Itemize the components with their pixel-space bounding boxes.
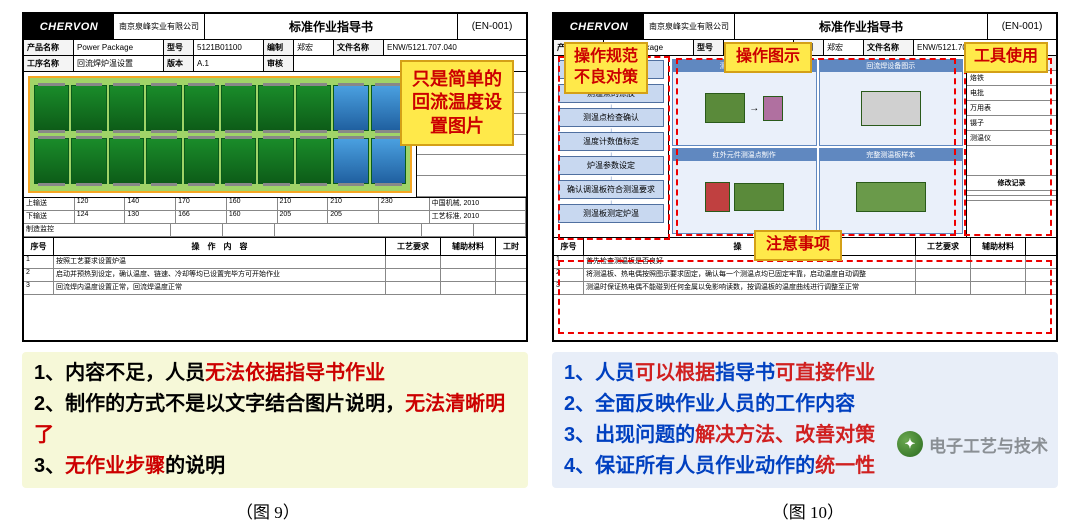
caption-line: 2、制作的方式不是以文字结合图片说明，无法清晰明了 [34,389,516,451]
lbl-model: 型号 [164,40,194,55]
lbl-author: 编制 [264,40,294,55]
company-name: 南京泉峰实业有限公司 [644,14,734,39]
steps-table: 序号 操 作 内 容 工艺要求 辅助材料 工时 1按照工艺要求设置炉温 2启动并… [24,238,526,295]
table-row: 2启动并预热到设定，确认温度、链速、冷却等均已设置完毕方可开始作业 [24,269,526,282]
caption-line: 2、全面反映作业人员的工作内容 [564,389,1046,420]
chip-icon [71,85,106,131]
pcb-board [28,76,412,193]
lbl-review: 审核 [264,56,294,71]
chip-icon [109,85,144,131]
chip-icon [221,138,256,184]
left-panel: CHERVON 南京泉峰实业有限公司 标准作业指导书 (EN-001) 产品名称… [22,12,528,488]
tool-item: 烙铁 [967,71,1056,86]
wechat-icon: ✦ [897,431,923,457]
tools-column: 工具清单 烙铁 电批 万用表 镊子 测温仪 修改记录 [966,56,1056,237]
val-model: 5121B01100 [194,40,264,55]
val-file: ENW/5121.707.040 [384,40,526,55]
flow-step: 测温点检查确认 [558,108,664,127]
doc-header: CHERVON 南京泉峰实业有限公司 标准作业指导书 (EN-001) [554,14,1056,40]
caption-line: 1、人员可以根据指导书可直接作业 [564,358,1046,389]
chip-icon [333,138,368,184]
lbl-file: 文件名称 [334,40,384,55]
caption-line: 3、无作业步骤的说明 [34,451,516,482]
tool-item: 电批 [967,86,1056,101]
callout-simple-image: 只是简单的 回流温度设 置图片 [400,60,514,146]
flow-step: 确认调温板符合测温要求 [558,180,664,199]
table-row: 制造监控 [24,224,526,237]
chip-icon [184,85,219,131]
doc-number: (EN-001) [988,14,1056,39]
figure-labels: （图 9） （图 10） [0,488,1080,531]
tool-item: 测温仪 [967,131,1056,146]
doc-number: (EN-001) [458,14,526,39]
chip-icon [221,85,256,131]
right-panel: CHERVON 南京泉峰实业有限公司 标准作业指导书 (EN-001) 产品名称… [552,12,1058,488]
callout-illus: 操作图示 [724,42,812,73]
table-row: 3测温时保证热电偶不能碰到任何金属以免影响读数，按调温板的温度曲线进行调整至正常 [554,282,1056,295]
chip-icon [296,85,331,131]
chip-icon [146,138,181,184]
illustration-grid: 测温板制作样本 → 回流焊设备图示 红外元件测温点制作 完整测温板样本 [669,56,966,237]
temperature-table: 上输送120140170160210210230中国机械, 2010 下输送12… [24,198,526,238]
panels-row: CHERVON 南京泉峰实业有限公司 标准作业指导书 (EN-001) 产品名称… [0,0,1080,488]
fig-label-right: （图 10） [772,498,844,523]
val-author: 郑宏 [294,40,334,55]
caption-line: 1、内容不足，人员无法依据指导书作业 [34,358,516,389]
chip-icon [34,138,69,184]
flow-step: 温度计数值标定 [558,132,664,151]
watermark: ✦ 电子工艺与技术 [897,431,1048,457]
chip-icon [34,85,69,131]
lbl-ver: 版本 [164,56,194,71]
right-doc-frame: CHERVON 南京泉峰实业有限公司 标准作业指导书 (EN-001) 产品名称… [552,12,1058,342]
illustration-cell: 回流焊设备图示 [819,59,964,146]
doc-title: 标准作业指导书 [204,14,458,39]
doc-header: CHERVON 南京泉峰实业有限公司 标准作业指导书 (EN-001) [24,14,526,40]
chervon-logo: CHERVON [554,14,644,39]
fig-label-left: （图 9） [236,498,300,523]
steps-header: 序号 操 作 内 容 工艺要求 辅助材料 工时 [24,238,526,256]
watermark-text: 电子工艺与技术 [929,432,1048,457]
chip-icon [109,138,144,184]
tool-item: 万用表 [967,101,1056,116]
right-caption: 1、人员可以根据指导书可直接作业 2、全面反映作业人员的工作内容 3、出现问题的… [552,352,1058,488]
val-product: Power Package [74,40,164,55]
chip-icon [146,85,181,131]
chip-icon [258,138,293,184]
table-row: 2将测温板、热电偶按照图示要求固定，确认每一个测温点均已固定牢靠，启动温度自动调… [554,269,1056,282]
chip-row-top [34,85,406,131]
left-caption: 1、内容不足，人员无法依据指导书作业 2、制作的方式不是以文字结合图片说明，无法… [22,352,528,488]
callout-spec: 操作规范 不良对策 [564,42,648,94]
chip-row-bottom [34,138,406,184]
callout-tools: 工具使用 [964,42,1048,73]
lbl-product: 产品名称 [24,40,74,55]
chip-icon [184,138,219,184]
val-ver: A.1 [194,56,264,71]
chip-icon [71,138,106,184]
chip-icon [333,85,368,131]
table-row: 1按照工艺要求设置炉温 [24,256,526,269]
company-name: 南京泉峰实业有限公司 [114,14,204,39]
flow-step: 测温板测定炉温 [558,204,664,223]
table-row: 3回流焊内温度设置正常，回流焊温度正常 [24,282,526,295]
left-doc-frame: CHERVON 南京泉峰实业有限公司 标准作业指导书 (EN-001) 产品名称… [22,12,528,342]
table-row: 上输送120140170160210210230中国机械, 2010 [24,198,526,211]
doc-title: 标准作业指导书 [734,14,988,39]
callout-notes: 注意事项 [754,230,842,261]
illustration-cell: 完整测温板样本 [819,148,964,235]
table-row: 下输送124130166160205205工艺标准, 2010 [24,211,526,224]
tool-item: 镊子 [967,116,1056,131]
lbl-process: 工序名称 [24,56,74,71]
chervon-logo: CHERVON [24,14,114,39]
chip-icon [258,85,293,131]
illustration-cell: 红外元件测温点制作 [672,148,817,235]
val-process: 回流焊炉温设置 [74,56,164,71]
chip-icon [296,138,331,184]
flow-step: 炉温参数设定 [558,156,664,175]
